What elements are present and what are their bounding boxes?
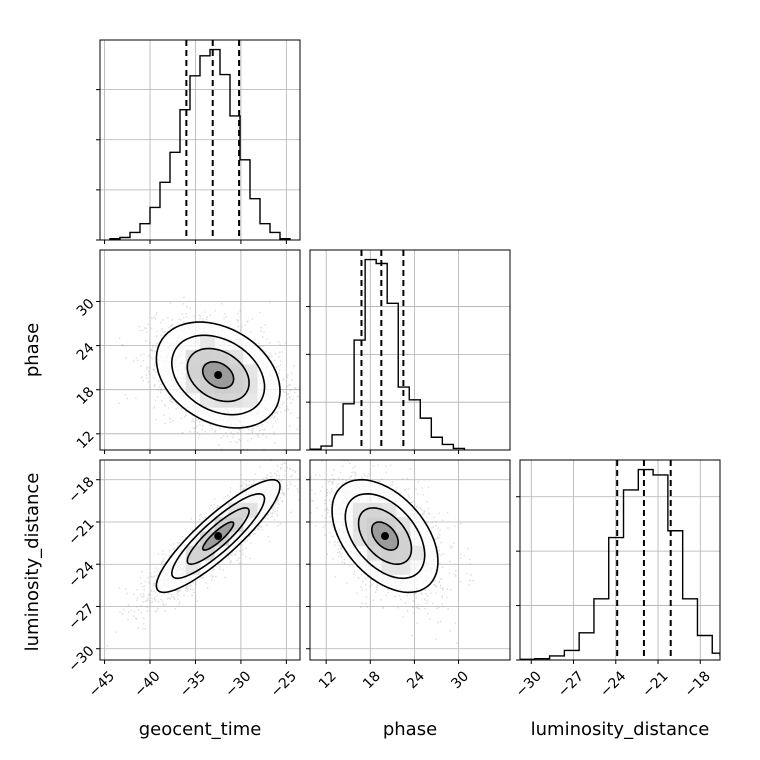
y-axis-label-phase: phase — [22, 323, 43, 377]
contour-line-3 — [331, 478, 439, 594]
y-tick-label-luminosity-distance-4: −18 — [65, 474, 97, 506]
contour-line-1 — [357, 507, 413, 565]
density-peak — [214, 371, 223, 379]
panel-frame — [519, 459, 721, 661]
contour-line-0 — [201, 521, 235, 551]
x-tick-label-geocent-time-1: −40 — [131, 668, 163, 700]
x-tick-label-luminosity-distance-2: −24 — [597, 668, 629, 700]
x-axis-label-luminosity-distance: luminosity_distance — [531, 719, 710, 740]
density-peak — [214, 532, 223, 541]
scatter-panel-geocent-time-vs-phase: 12 18 24 30 — [74, 249, 301, 454]
y-tick-label-luminosity-distance-3: −21 — [65, 516, 97, 548]
y-tick-label-phase-2: 24 — [74, 340, 98, 364]
panel-frame — [309, 249, 511, 451]
density-peak — [381, 532, 389, 541]
panel-frame — [99, 459, 301, 661]
x-tick-label-luminosity-distance-3: −21 — [639, 668, 671, 700]
contour-line-3 — [155, 321, 281, 429]
histogram-panel-geocent-time — [96, 39, 301, 244]
y-tick-label-phase-0: 12 — [74, 428, 98, 452]
y-tick-label-luminosity-distance-2: −24 — [65, 559, 97, 591]
x-tick-label-phase-0: 12 — [316, 668, 340, 692]
x-tick-label-geocent-time-3: −30 — [222, 668, 254, 700]
y-tick-label-phase-1: 18 — [74, 384, 98, 408]
contour-line-2 — [170, 492, 266, 580]
panel-frame — [99, 39, 301, 241]
y-axis-label-luminosity-distance: luminosity_distance — [22, 473, 43, 652]
x-tick-label-geocent-time-2: −35 — [177, 668, 209, 700]
x-tick-label-geocent-time-4: −25 — [268, 668, 300, 700]
scatter-panel-phase-vs-luminosity-distance: 12 18 24 30 — [306, 459, 511, 692]
panels: −30 −27 −24 −21 −18 12 18 24 30 −45 −40 −35 −30 −25 −3… — [65, 39, 721, 701]
histogram-luminosity-distance — [520, 468, 720, 660]
x-tick-label-phase-1: 18 — [360, 668, 384, 692]
x-tick-label-geocent-time-0: −45 — [86, 668, 118, 700]
x-tick-label-luminosity-distance-1: −27 — [555, 668, 587, 700]
y-tick-label-luminosity-distance-1: −27 — [65, 601, 97, 633]
histogram-panel-luminosity-distance: −30 −27 −24 −21 −18 — [513, 459, 721, 701]
contour-line-0 — [371, 521, 399, 551]
contour-line-1 — [186, 507, 250, 566]
histogram-geocent-time — [109, 48, 291, 240]
contour-line-2 — [170, 334, 266, 416]
panel-frame — [99, 249, 301, 451]
x-axis-label-geocent-time: geocent_time — [139, 719, 262, 740]
scatter-panel-geocent-time-vs-luminosity-distance: −45 −40 −35 −30 −25 −30 −27 −24 −21 −18 — [65, 459, 301, 701]
y-tick-label-luminosity-distance-0: −30 — [65, 643, 97, 675]
contour-line-3 — [155, 478, 281, 594]
x-axis-label-phase: phase — [383, 719, 437, 740]
x-tick-label-phase-3: 30 — [448, 668, 472, 692]
x-tick-label-luminosity-distance-4: −18 — [682, 668, 714, 700]
contour-line-2 — [344, 492, 426, 580]
histogram-phase — [310, 258, 466, 450]
histogram-panel-phase — [306, 249, 511, 454]
contour-line-0 — [201, 361, 235, 389]
panel-frame — [309, 459, 511, 661]
y-tick-label-phase-3: 30 — [74, 296, 98, 320]
contour-line-1 — [186, 347, 250, 403]
x-tick-label-luminosity-distance-0: −30 — [513, 668, 545, 700]
x-tick-label-phase-2: 24 — [404, 668, 428, 692]
